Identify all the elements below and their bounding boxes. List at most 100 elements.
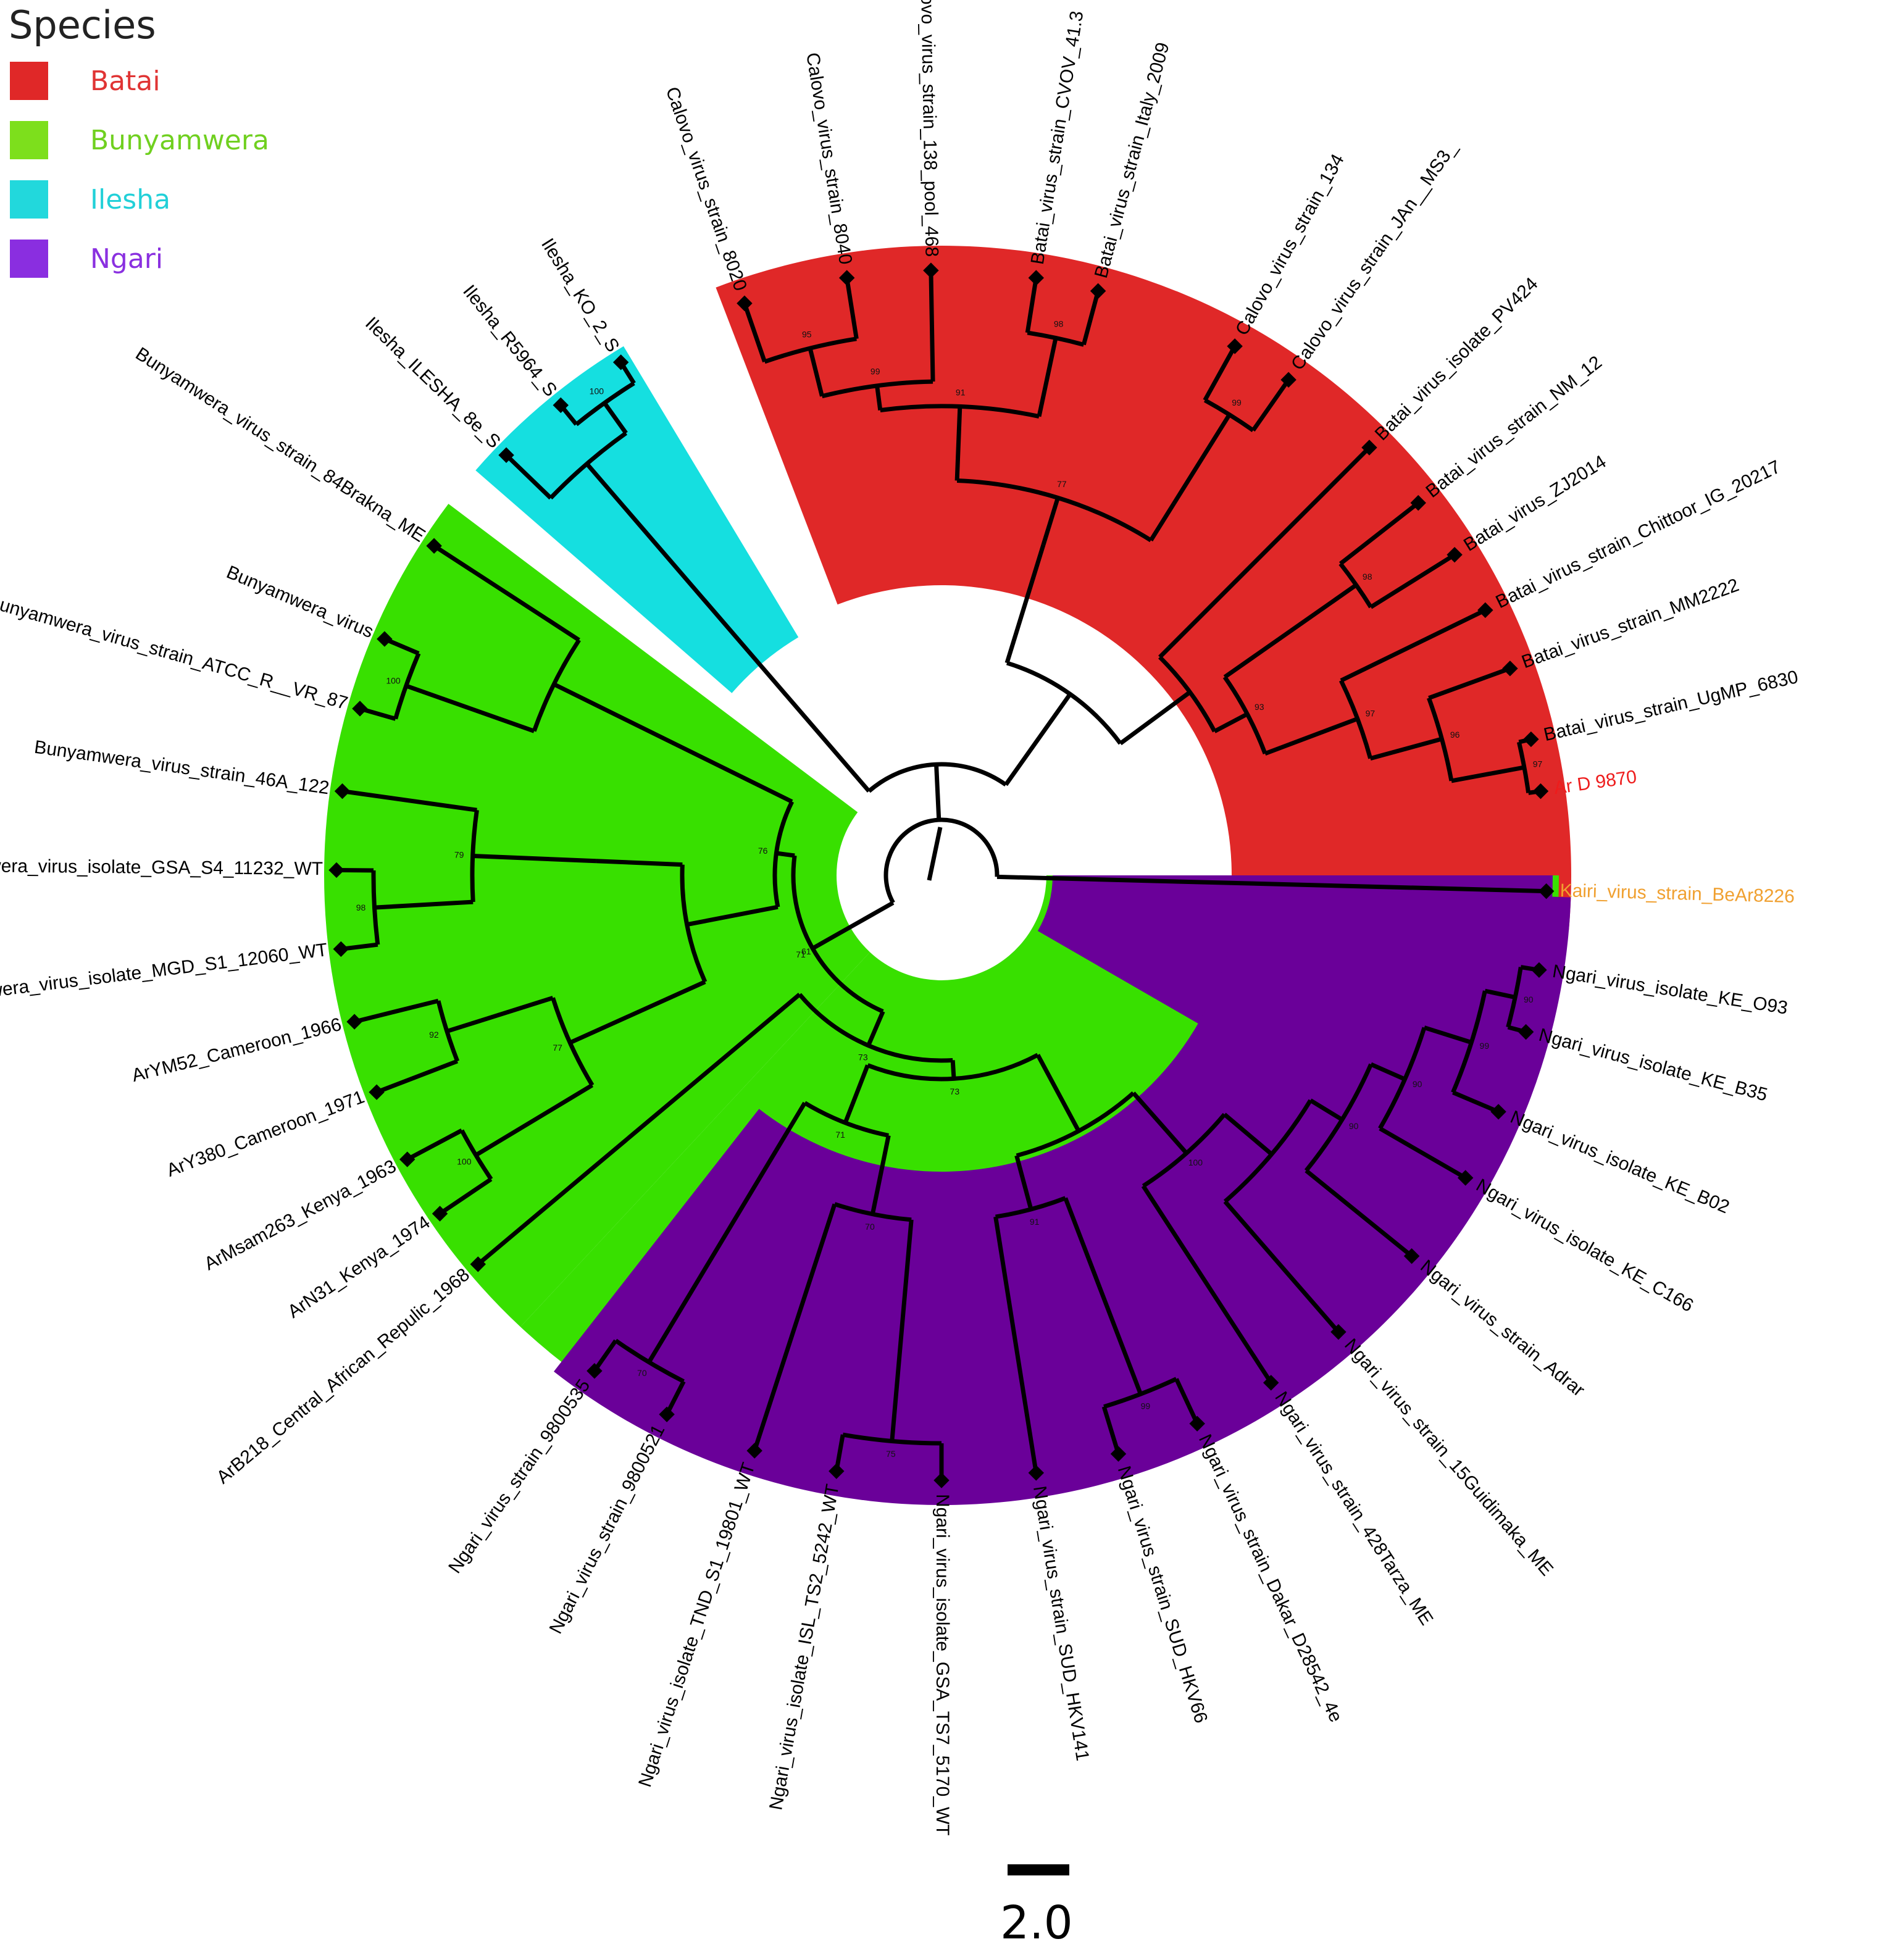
branch-line <box>1451 765 1525 783</box>
branch-line <box>742 302 767 363</box>
branch-line <box>1223 583 1358 679</box>
leaf-label: Batai_virus_ZJ2014 <box>1460 451 1610 555</box>
branch-arc <box>551 997 595 1086</box>
branch-line <box>383 636 420 656</box>
branch-line <box>1041 497 1060 546</box>
bootstrap-value: 100 <box>590 386 604 396</box>
leaf-label: Bunyamwera_virus <box>223 562 377 642</box>
leaf-label: Calovo_virus_strain_138_pool_468 <box>916 0 942 257</box>
leaf-label: Ilesha_KO_2_S <box>537 235 623 356</box>
branch-arc <box>883 817 1000 904</box>
branch-line <box>774 1101 807 1152</box>
branch-line <box>374 899 474 910</box>
branch-line <box>1132 1091 1188 1155</box>
clade-sector-batai <box>716 245 1572 930</box>
branch-line <box>446 996 554 1033</box>
legend-swatch-ngari <box>10 240 48 278</box>
branch-arc <box>470 809 479 903</box>
branch-line <box>1037 337 1058 417</box>
branch-arc <box>1103 1377 1177 1409</box>
branch-line <box>504 453 553 500</box>
branch-line <box>585 462 750 653</box>
branch-line <box>1014 1155 1033 1210</box>
bootstrap-value: 98 <box>1363 572 1372 582</box>
branch-line <box>843 1064 870 1124</box>
bootstrap-value: 73 <box>950 1086 960 1096</box>
branch-line <box>1101 1406 1121 1455</box>
branch-line <box>1004 544 1046 664</box>
branch-line <box>354 998 439 1024</box>
legend-title: Species <box>9 2 156 48</box>
bootstrap-value: 73 <box>858 1053 868 1062</box>
branch-arc <box>764 336 857 364</box>
branch-arc <box>1006 661 1122 745</box>
branch-line <box>1149 503 1176 542</box>
root-branch <box>927 827 943 881</box>
branch-line <box>866 1011 885 1046</box>
branch-line <box>1251 378 1290 432</box>
branch-arc <box>803 1101 889 1138</box>
branch-line <box>1305 1169 1413 1258</box>
branch-line <box>890 1219 914 1441</box>
branch-line <box>1172 413 1232 505</box>
leaf-label: Ngari_virus_isolate_KE_O93 <box>1551 961 1789 1019</box>
bootstrap-value: 100 <box>457 1156 472 1166</box>
leaf-label: Batai_virus_strain_Italy_2009 <box>1091 40 1174 280</box>
branch-line <box>1119 690 1192 746</box>
bootstrap-value: 71 <box>835 1130 845 1140</box>
branch-line <box>1158 446 1371 659</box>
leaf-label: Bunyamwera_virus_isolate_GSA_S4_11232_WT <box>0 855 323 879</box>
branch-line <box>406 1128 463 1162</box>
branch-arc <box>1142 1112 1227 1188</box>
scale-bar-label: 2.0 <box>1000 1896 1073 1950</box>
leaf-label: Ilesha_ILESHA_8e_S <box>361 313 504 452</box>
leaf-label: Ngari_virus_strain_Adrar <box>1416 1256 1589 1401</box>
leaf-label: Bunyamwera_virus_strain_84Brakna_ME <box>132 343 429 546</box>
branch-arc <box>772 801 794 907</box>
branch-arc <box>680 864 708 983</box>
branch-line <box>1063 1197 1143 1395</box>
bootstrap-value: 99 <box>1232 398 1242 407</box>
branch-line <box>1423 1025 1472 1045</box>
branch-line <box>342 789 477 812</box>
branch-arc <box>880 404 1040 419</box>
tree-branches <box>336 270 1547 1480</box>
branch-arc <box>549 431 628 500</box>
bootstrap-value: 99 <box>871 367 880 377</box>
bootstrap-value: 90 <box>1524 995 1534 1004</box>
bootstrap-value: 70 <box>865 1222 875 1232</box>
branch-arc <box>821 379 933 399</box>
leaf-label: Bunyamwera_virus_isolate_MGD_S1_12060_WT <box>0 940 328 1009</box>
bootstrap-value: 99 <box>1480 1041 1490 1051</box>
branch-line <box>1484 988 1516 999</box>
branch-line <box>433 544 580 642</box>
branch-line <box>1174 1378 1200 1425</box>
branch-line <box>746 649 871 793</box>
clade-sector-ngari <box>554 885 1571 1505</box>
branch-line <box>950 1060 956 1079</box>
leaf-label: Ilesha_R5964_S <box>459 281 561 401</box>
bootstrap-value: 100 <box>1188 1157 1203 1167</box>
branch-line <box>1213 712 1248 733</box>
branch-line <box>686 904 779 927</box>
bootstrap-value: 91 <box>1030 1217 1040 1227</box>
clade-sectors <box>324 245 1572 1505</box>
tip-marker <box>1330 1324 1346 1340</box>
bootstrap-value: 61 <box>801 946 811 956</box>
leaf-label: ArYM52_Cameroon_1966 <box>130 1014 343 1086</box>
branch-line <box>996 874 1547 894</box>
branch-line <box>993 1216 1038 1474</box>
branch-line <box>553 682 793 804</box>
bootstrap-value: 92 <box>429 1030 439 1040</box>
leaf-label: ArB218_Central_African_Repulic_1968 <box>213 1264 474 1488</box>
branch-line <box>1081 290 1101 346</box>
clade-sector-bunyamwera <box>324 504 871 1327</box>
leaf-label: Ngari_virus_isolate_KE_B35 <box>1537 1025 1769 1106</box>
branch-line <box>375 1059 459 1095</box>
leaf-label: Ngari_virus_strain_9800535 <box>445 1375 594 1577</box>
branch-line <box>438 1177 493 1216</box>
bootstrap-values: 97 96 97 98 93 99 98 95 99 91 77 100 100 98 79 92 100 77 7… <box>356 319 1543 1459</box>
bootstrap-value: 96 <box>1450 730 1460 740</box>
branch-arc <box>833 1202 912 1222</box>
branch-arc <box>532 638 581 732</box>
